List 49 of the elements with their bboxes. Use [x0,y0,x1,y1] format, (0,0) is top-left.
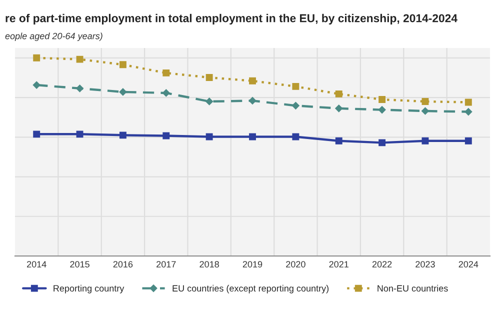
point [206,74,213,81]
point [335,104,343,112]
x-tick-label: 2021 [329,261,348,268]
point [335,137,342,144]
point [119,132,126,139]
point [162,132,170,140]
x-tick-label: 2016 [113,261,133,268]
x-tick-label: 2015 [70,261,90,268]
x-tick-label: 2022 [372,261,392,268]
point [33,130,40,138]
x-tick-label: 2023 [416,261,435,268]
point [206,133,213,140]
point [378,106,386,114]
legend-label: EU countries (except reporting country) [172,284,329,294]
x-tick-label: 2024 [458,261,478,268]
point [292,102,300,110]
x-tick-label: 2017 [156,261,176,268]
point [378,96,386,103]
point [335,90,342,98]
x-tick-label: 2020 [286,261,306,268]
point [422,98,429,105]
point [292,133,300,140]
point [162,89,170,97]
point [422,107,429,115]
x-tick-label: 2018 [200,261,219,268]
point [249,77,256,84]
point [119,61,126,68]
point [464,137,472,144]
x-tick-label: 2014 [27,261,46,268]
point [292,82,300,90]
point [422,137,429,144]
point [33,54,40,62]
point [464,108,472,116]
point [76,56,84,63]
point [378,139,386,146]
point [249,133,256,140]
point [76,130,84,138]
point [206,98,213,106]
point [32,81,40,89]
point [248,97,256,104]
point [76,84,84,92]
legend-label: Reporting country [54,284,124,294]
chart-subtitle: eople aged 20-64 years) [5,32,102,42]
legend-label: Non-EU countries [378,284,448,292]
point [119,88,127,96]
point [162,69,170,76]
x-tick-label: 2019 [242,261,262,268]
point [464,98,472,106]
chart-title: re of part-time employment in total employment in the EU, by citizenship, 2014-2024 [6,14,458,25]
